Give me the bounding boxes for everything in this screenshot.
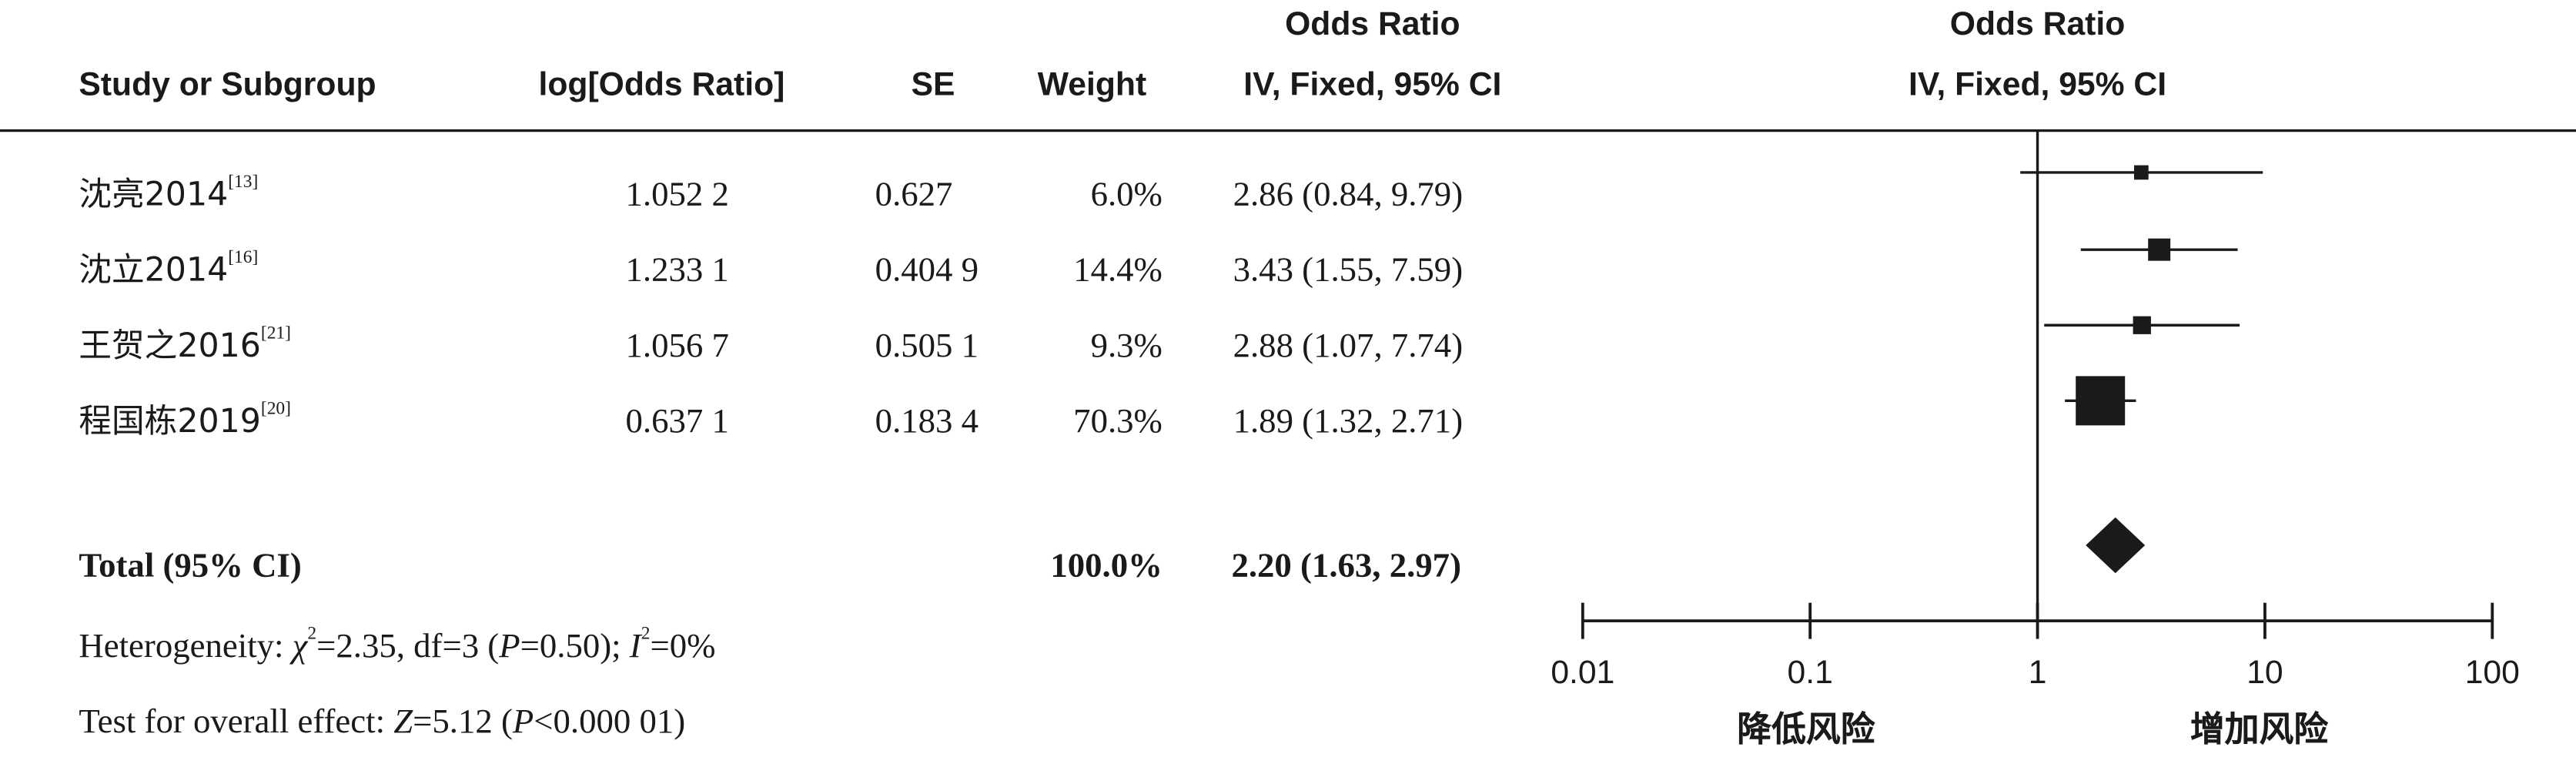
study-log-or: 1.056 7 [625,325,729,365]
study-se: 0.404 9 [875,250,979,290]
study-or-ci: 2.88 (1.07, 7.74) [1233,325,1464,365]
header-or-plot-line2: IV, Fixed, 95% CI [1909,67,2167,104]
total-or-ci: 2.20 (1.63, 2.97) [1231,545,1462,585]
study-marker [2076,376,2126,426]
study-name: 程国栋2019[20] [79,399,291,441]
study-marker [2148,238,2171,261]
header-log-or: log[Odds Ratio] [538,67,785,104]
study-marker [2133,316,2151,334]
study-or-ci: 2.86 (0.84, 9.79) [1233,174,1464,214]
x-tick-label: 10 [2246,654,2283,691]
study-log-or: 1.233 1 [625,250,729,290]
study-se: 0.627 [875,174,953,214]
header-study: Study or Subgroup [79,67,376,104]
study-name: 王贺之2016[21] [79,323,291,365]
study-se: 0.505 1 [875,325,979,365]
x-tick-label: 1 [2029,654,2047,691]
study-log-or: 1.052 2 [625,174,729,214]
study-log-or: 0.637 1 [625,400,729,441]
header-or-table-line1: Odds Ratio [1285,6,1460,43]
study-or-ci: 1.89 (1.32, 2.71) [1233,400,1464,441]
header-weight: Weight [1037,67,1147,104]
study-weight: 14.4% [1073,250,1163,290]
total-label: Total (95% CI) [79,545,302,585]
pooled-diamond [2086,517,2146,574]
study-marker [2134,165,2149,180]
x-tick-label: 100 [2465,654,2520,691]
study-name: 沈立2014[16] [79,248,259,290]
study-name: 沈亮2014[13] [79,172,259,214]
heterogeneity-stat: Heterogeneity: χ2=2.35, df=3 (P=0.50); I… [79,624,716,665]
overall-effect-stat: Test for overall effect: Z=5.12 (P<0.000… [79,701,686,741]
axis-label-left: 降低风险 [1737,709,1875,749]
axis-label-right: 增加风险 [2190,709,2329,749]
study-se: 0.183 4 [875,400,979,441]
study-weight: 9.3% [1090,325,1163,365]
study-weight: 6.0% [1090,174,1163,214]
study-weight: 70.3% [1073,400,1163,441]
study-or-ci: 3.43 (1.55, 7.59) [1233,250,1464,290]
total-weight: 100.0% [1050,545,1163,585]
x-tick-label: 0.1 [1788,654,1833,691]
header-se: SE [911,67,955,104]
header-or-table-line2: IV, Fixed, 95% CI [1243,67,1502,104]
header-or-plot-line1: Odds Ratio [1949,6,2126,43]
x-tick-label: 0.01 [1551,654,1614,691]
